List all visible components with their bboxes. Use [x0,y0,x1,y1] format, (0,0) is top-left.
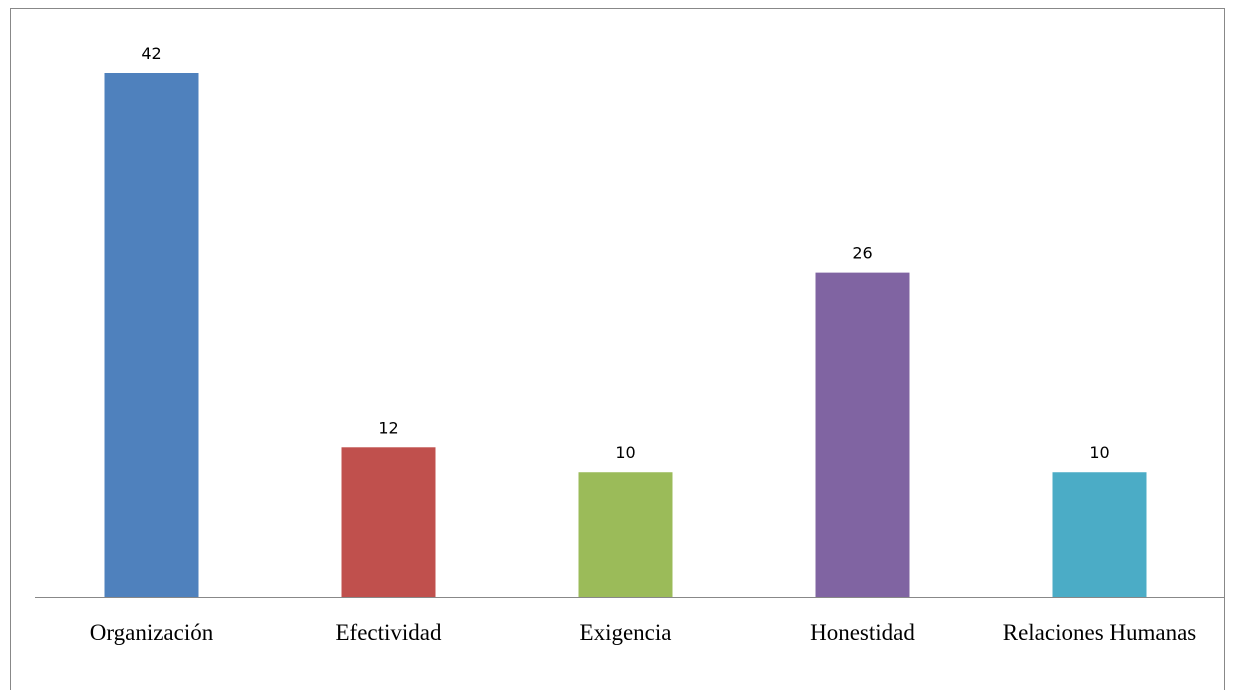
bar [815,272,910,597]
bar [578,472,673,597]
x-tick-label: Exigencia [579,620,672,645]
x-tick-label: Efectividad [335,620,442,645]
data-label: 10 [1089,443,1109,462]
bar [104,73,199,597]
x-tick-label: Honestidad [810,620,915,645]
chart-border [10,8,1225,690]
x-tick-label: Relaciones Humanas [1002,620,1197,645]
bar [1052,472,1147,597]
data-label: 10 [615,443,635,462]
data-label: 42 [141,44,161,63]
data-label: 26 [852,244,872,263]
data-label: 12 [378,418,398,437]
bar [341,447,436,597]
x-tick-label: Organización [89,620,214,645]
